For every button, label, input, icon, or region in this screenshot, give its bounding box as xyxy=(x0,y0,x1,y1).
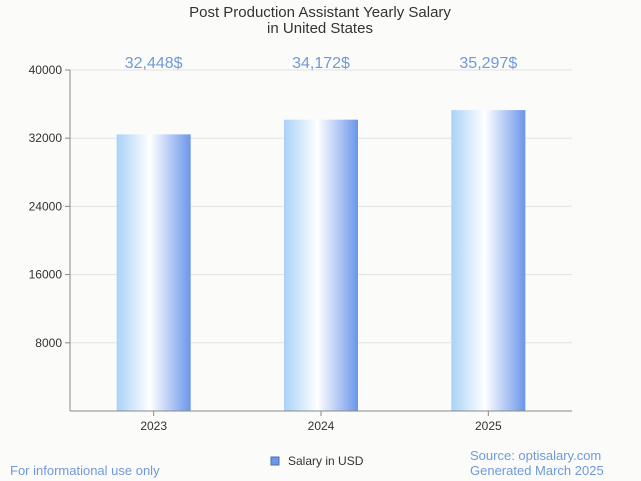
data-label-2023: 32,448$ xyxy=(125,55,183,72)
chart-title-line-1: Post Production Assistant Yearly Salary xyxy=(189,4,451,21)
bar-2024 xyxy=(284,119,358,411)
y-tick-label-24000: 24000 xyxy=(29,199,63,213)
y-tick-label-16000: 16000 xyxy=(29,268,63,282)
y-tick-label-8000: 8000 xyxy=(35,336,62,350)
data-label-2025: 35,297$ xyxy=(459,55,517,72)
y-tick-label-40000: 40000 xyxy=(29,63,63,77)
source-text: Source: optisalary.com xyxy=(470,448,602,463)
y-tick-label-32000: 32000 xyxy=(29,131,63,145)
x-tick-label-2025: 2025 xyxy=(475,419,502,433)
x-tick-label-2024: 2024 xyxy=(308,419,335,433)
x-tick-label-2023: 2023 xyxy=(140,419,167,433)
disclaimer-text: For informational use only xyxy=(10,463,160,478)
generated-text: Generated March 2025 xyxy=(470,463,604,478)
chart-title-line-2: in United States xyxy=(267,20,373,37)
legend-swatch xyxy=(270,456,280,466)
bar-2023 xyxy=(116,134,191,411)
legend-label: Salary in USD xyxy=(288,454,364,468)
data-label-2024: 34,172$ xyxy=(292,55,350,72)
bar-2025 xyxy=(451,110,526,411)
